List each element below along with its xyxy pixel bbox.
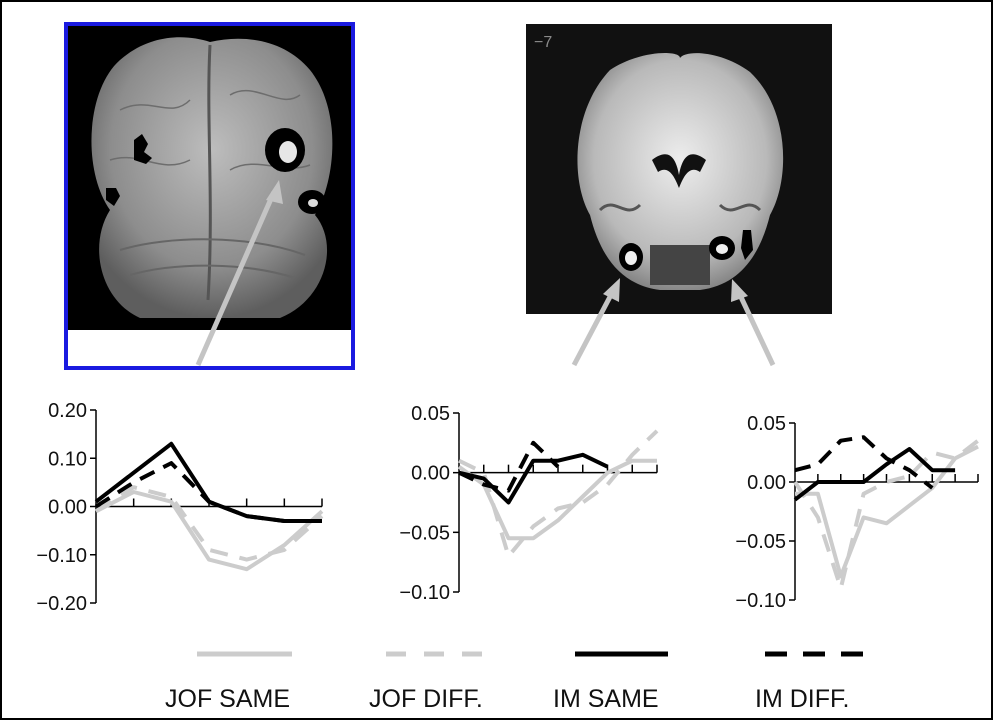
arrow-right	[731, 279, 776, 367]
series-im-diff	[458, 440, 560, 493]
series-im-same	[94, 441, 322, 523]
y-tick-label: −0.20	[36, 593, 87, 615]
chart-3: 0.05 0.00 −0.05 −0.10	[735, 413, 980, 612]
y-tick-label: −0.05	[735, 531, 786, 553]
legend-item-im-same: IM SAME	[553, 651, 668, 713]
series-jof-diff	[458, 429, 659, 559]
legend-label-jof-same: JOF SAME	[165, 685, 290, 713]
chart-2: 0.05 0.00 −0.05 −0.10	[399, 403, 659, 604]
y-tick-label: −0.10	[36, 545, 87, 567]
slice-label: −7	[534, 34, 552, 51]
y-tick-label: −0.05	[399, 522, 450, 544]
legend-label-jof-diff: JOF DIFF.	[369, 685, 483, 713]
arrow-left	[195, 180, 283, 367]
series-jof-same	[95, 490, 324, 572]
y-tick-label: 0.05	[747, 413, 786, 435]
legend-label-im-diff: IM DIFF.	[755, 685, 849, 713]
series-jof-same	[457, 458, 657, 541]
arrow-middle	[571, 278, 620, 367]
legend: JOF SAME JOF DIFF. IM SAME IM DIFF.	[165, 651, 868, 713]
series-jof-diff	[94, 485, 324, 562]
arrows	[195, 180, 776, 367]
y-tick-label: 0.00	[747, 472, 786, 494]
brain-3d-image	[64, 22, 355, 370]
y-tick-label: 0.10	[48, 448, 87, 470]
legend-label-im-same: IM SAME	[553, 685, 659, 713]
y-tick-label: −0.10	[399, 582, 450, 604]
legend-item-jof-diff: JOF DIFF.	[369, 651, 494, 713]
y-tick-label: −0.10	[735, 590, 786, 612]
series-im-same	[793, 447, 956, 502]
coronal-slice-image: −7	[526, 24, 832, 314]
series-jof-diff	[793, 439, 980, 591]
series-im-diff	[794, 435, 934, 490]
legend-item-im-diff: IM DIFF.	[755, 651, 868, 713]
series-im-diff	[94, 461, 322, 523]
series-im-same	[458, 452, 609, 505]
y-tick-label: 0.20	[48, 400, 87, 422]
charts: 0.20 0.10 0.00 −0.10 −0.20 0.05 0.00 −0.05 −0.10…	[36, 400, 980, 615]
y-tick-label: 0.05	[411, 403, 450, 425]
legend-item-jof-same: JOF SAME	[165, 651, 292, 713]
chart-1: 0.20 0.10 0.00 −0.10 −0.20	[36, 400, 324, 615]
y-tick-label: 0.00	[48, 497, 87, 519]
y-tick-label: 0.00	[411, 463, 450, 485]
